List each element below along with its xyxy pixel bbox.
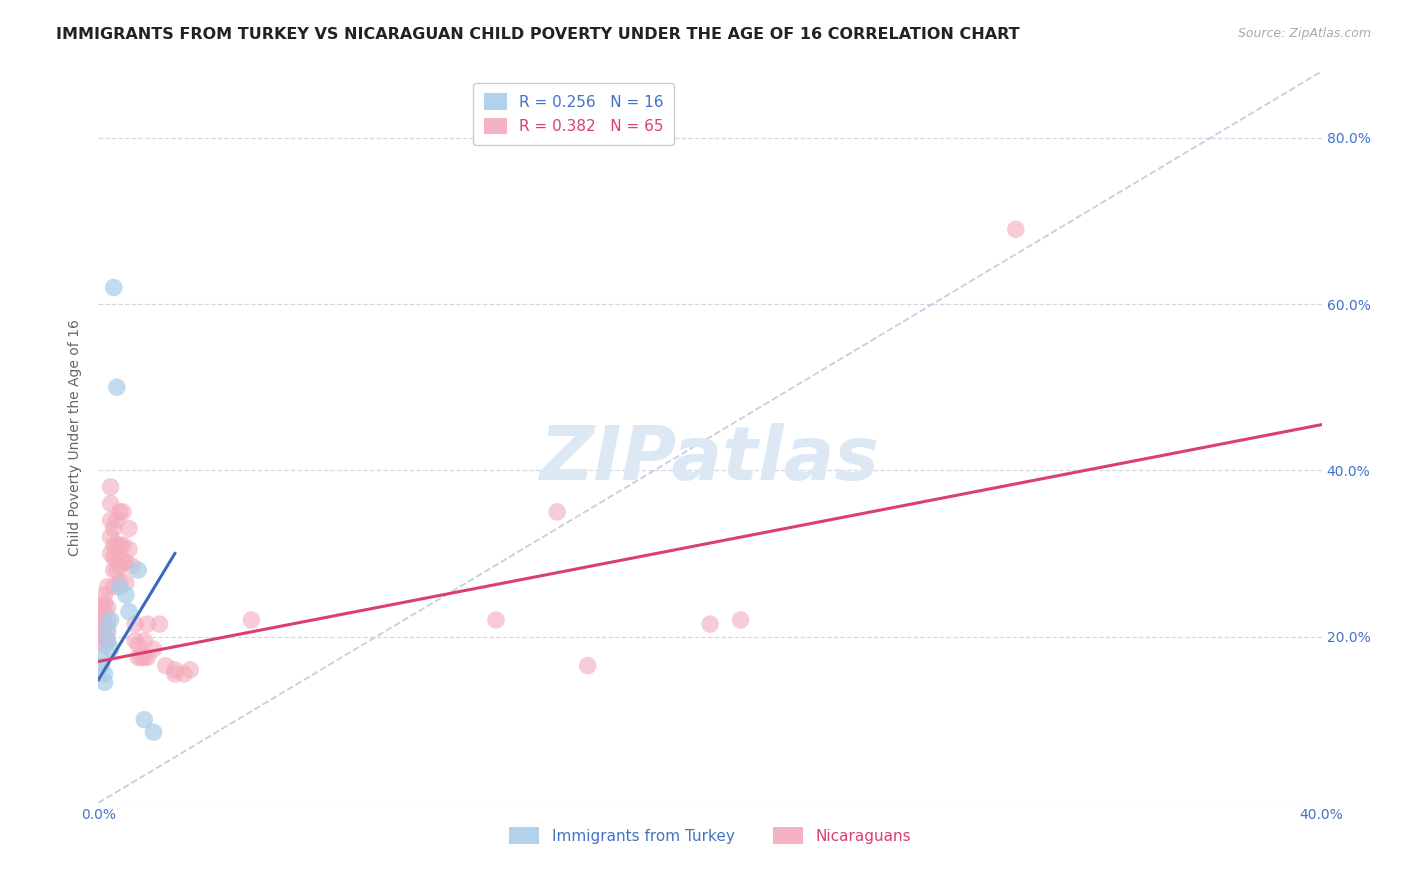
Point [93,605,115,619]
Point [108,505,131,519]
Point [90,633,112,648]
Point [105,563,128,577]
Point [93,588,115,602]
Point [730,613,752,627]
Point [136,617,159,632]
Point [97,621,120,635]
Point [127,563,149,577]
Text: ZIPatlas: ZIPatlas [540,423,880,496]
Point [90,600,112,615]
Point [90,650,112,665]
Point [149,617,172,632]
Point [136,650,159,665]
Point [115,575,138,590]
Point [163,667,186,681]
Point [142,725,165,739]
Point [90,658,112,673]
Point [699,617,721,632]
Point [240,613,263,627]
Point [100,530,122,544]
Point [118,605,141,619]
Point [97,613,120,627]
Point [108,575,131,590]
Point [124,633,146,648]
Point [134,650,156,665]
Point [111,555,134,569]
Point [142,642,165,657]
Point [163,663,186,677]
Point [576,658,599,673]
Point [485,613,508,627]
Point [111,538,134,552]
Legend: Immigrants from Turkey, Nicaraguans: Immigrants from Turkey, Nicaraguans [503,822,917,850]
Point [97,625,120,640]
Point [118,542,141,557]
Point [115,588,138,602]
Point [93,638,115,652]
Y-axis label: Child Poverty Under the Age of 16: Child Poverty Under the Age of 16 [69,318,83,556]
Point [103,538,125,552]
Point [111,505,134,519]
Point [155,658,177,673]
Point [134,633,156,648]
Point [118,521,141,535]
Point [103,580,125,594]
Point [93,675,115,690]
Point [97,633,120,648]
Point [97,580,120,594]
Point [129,650,152,665]
Text: Source: ZipAtlas.com: Source: ZipAtlas.com [1237,27,1371,40]
Point [134,713,156,727]
Point [105,380,128,394]
Point [108,558,131,573]
Point [90,608,112,623]
Point [100,546,122,560]
Point [93,630,115,644]
Point [100,642,122,657]
Point [105,513,128,527]
Text: IMMIGRANTS FROM TURKEY VS NICARAGUAN CHILD POVERTY UNDER THE AGE OF 16 CORRELATI: IMMIGRANTS FROM TURKEY VS NICARAGUAN CHI… [56,27,1019,42]
Point [173,667,195,681]
Point [103,563,125,577]
Point [121,558,143,573]
Point [100,613,122,627]
Point [100,480,122,494]
Point [90,617,112,632]
Point [108,538,131,552]
Point [124,617,146,632]
Point [97,633,120,648]
Point [103,550,125,565]
Point [97,600,120,615]
Point [103,280,125,294]
Point [127,650,149,665]
Point [546,505,568,519]
Point [100,497,122,511]
Point [127,638,149,652]
Point [179,663,201,677]
Point [108,580,131,594]
Point [93,617,115,632]
Point [105,538,128,552]
Point [115,555,138,569]
Point [103,521,125,535]
Point [105,550,128,565]
Point [93,667,115,681]
Point [1004,222,1026,236]
Point [90,625,112,640]
Point [93,596,115,610]
Point [100,513,122,527]
